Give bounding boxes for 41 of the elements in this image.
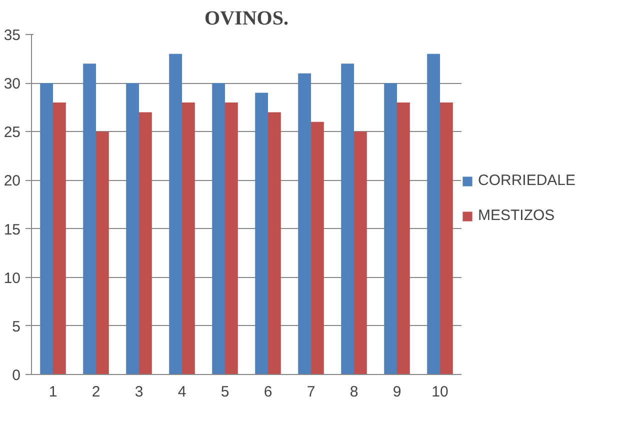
y-tick-label: 10 (4, 270, 21, 287)
x-tick-label: 7 (306, 384, 316, 400)
y-tick-label: 30 (4, 76, 21, 93)
legend-label: MESTIZOS (478, 207, 555, 224)
bar (440, 102, 453, 374)
y-tick-label: 0 (12, 367, 20, 384)
bar (212, 83, 225, 374)
bar (225, 102, 238, 374)
x-tick-label: 2 (92, 384, 100, 400)
bar (384, 83, 397, 374)
bar (397, 102, 410, 374)
bar (126, 83, 139, 374)
bar (341, 64, 354, 374)
x-tick-label: 6 (264, 384, 272, 400)
bar (53, 102, 66, 374)
x-tick-label: 3 (134, 384, 144, 400)
bar (354, 132, 367, 374)
bar (311, 122, 324, 374)
x-tick-label: 4 (178, 384, 186, 400)
bar (268, 112, 281, 374)
chart-title: OVINOS. (204, 8, 288, 30)
bar (83, 64, 96, 374)
y-tick-label: 25 (4, 124, 21, 142)
legend-label: CORRIEDALE (478, 172, 576, 189)
x-tick-label: 10 (432, 384, 448, 400)
bar (298, 73, 311, 374)
x-tick-label: 9 (392, 384, 402, 400)
bar (40, 83, 53, 374)
x-tick-label: 8 (350, 384, 358, 400)
bar (427, 54, 440, 374)
y-tick-label: 5 (12, 318, 20, 336)
x-tick-label: 1 (48, 384, 58, 400)
y-tick-label: 35 (4, 27, 21, 44)
x-tick-label: 5 (220, 384, 230, 400)
bar (255, 92, 268, 374)
bar (139, 112, 152, 374)
y-tick-label: 20 (4, 172, 21, 190)
bar (182, 102, 195, 374)
bar (169, 54, 182, 374)
bar (96, 132, 109, 374)
y-tick-label: 15 (4, 221, 21, 238)
